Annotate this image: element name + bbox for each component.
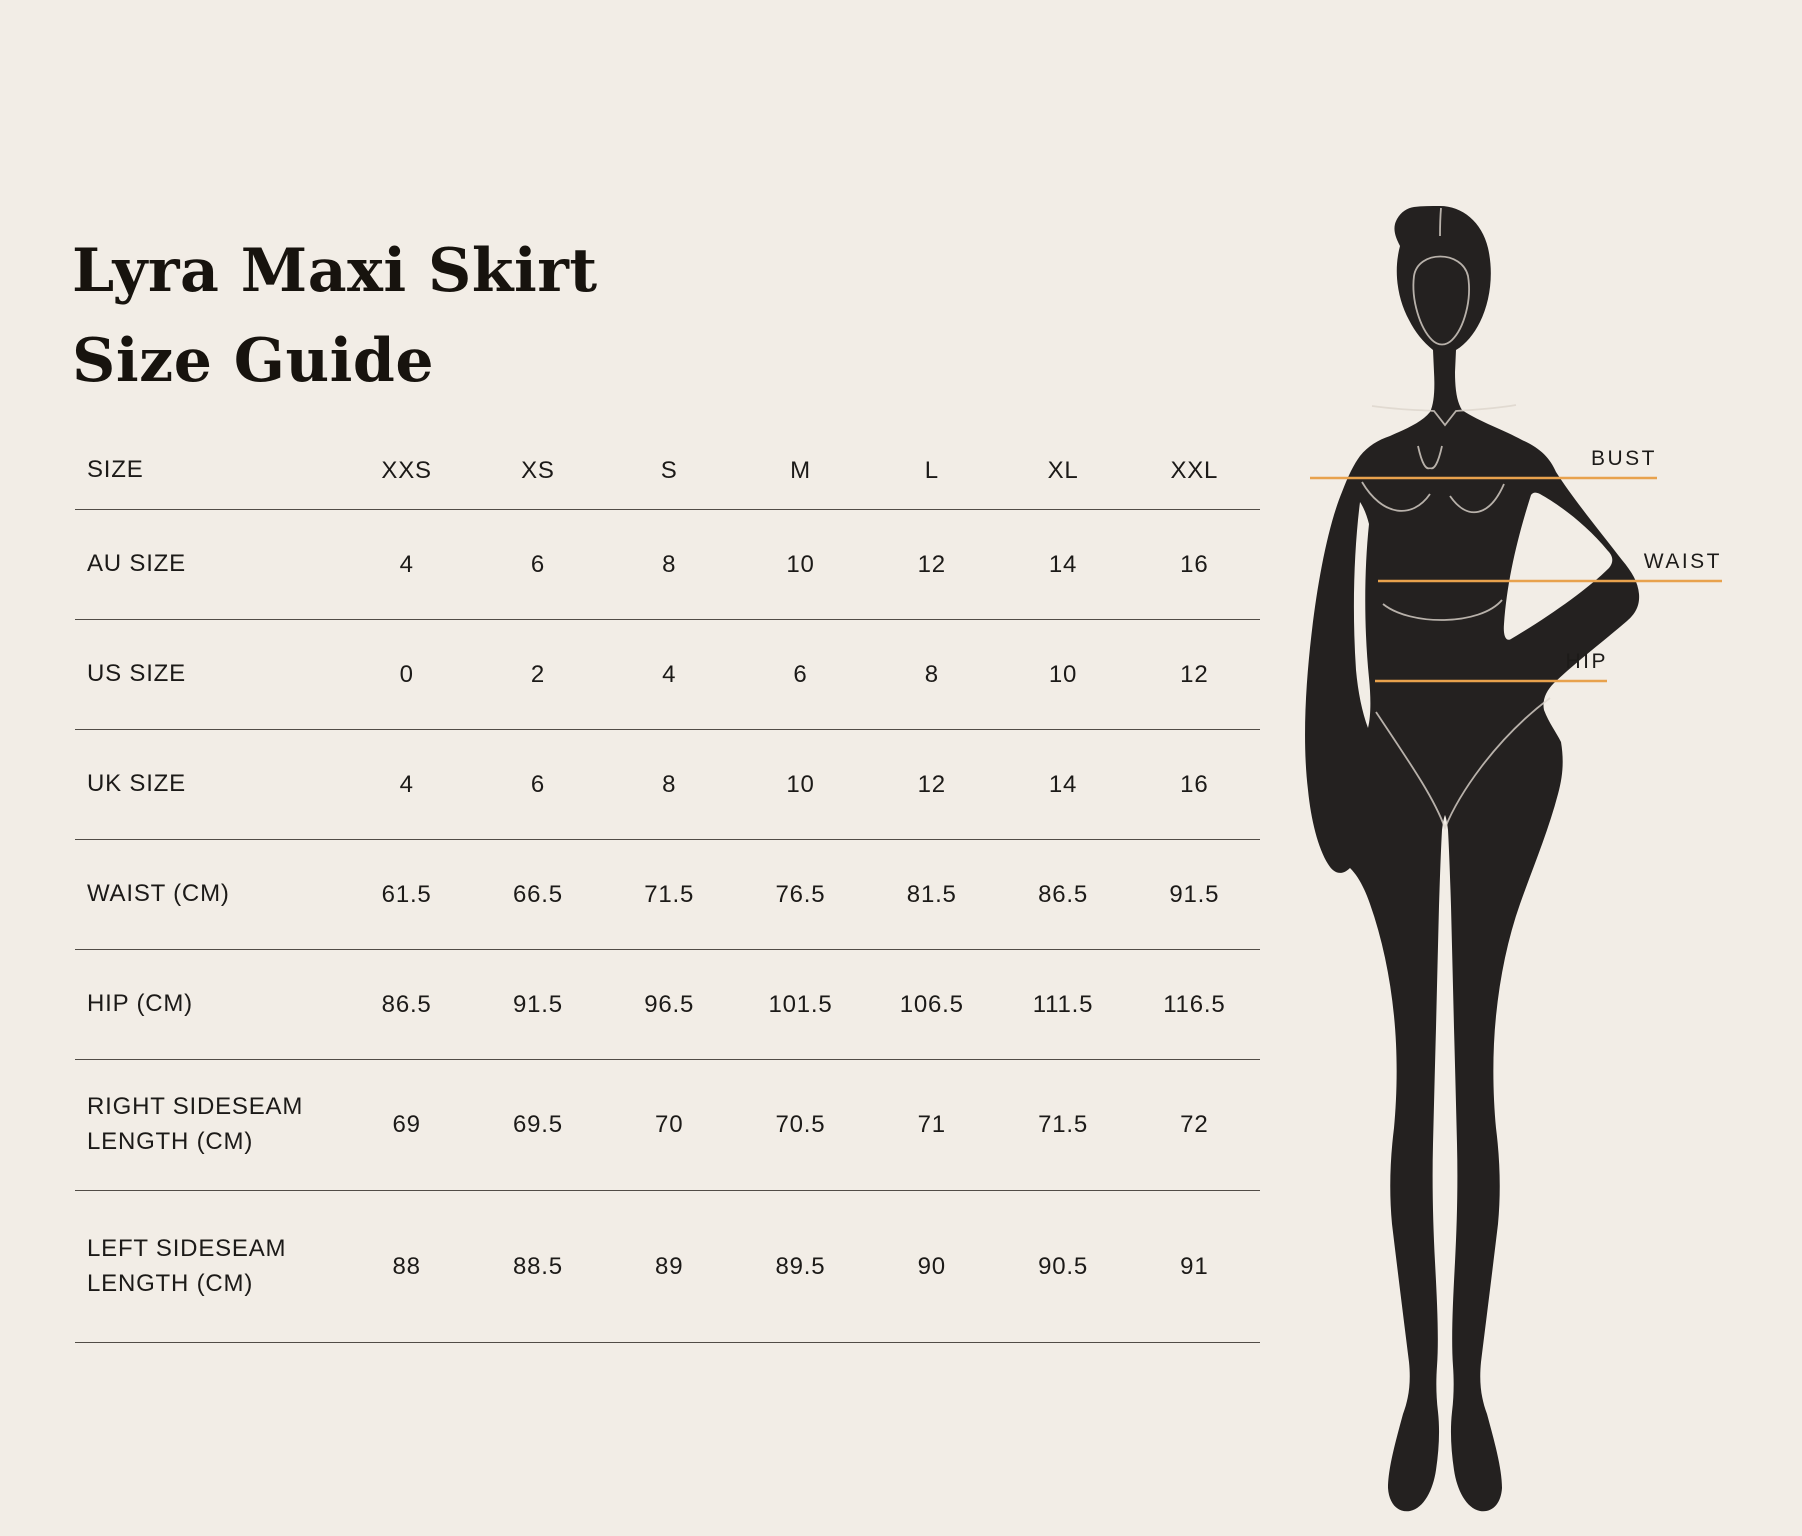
cell-value: 96.5 xyxy=(644,990,695,1018)
arm-torso-gap xyxy=(1503,492,1613,640)
cell-value: 8 xyxy=(662,770,677,798)
cell-value: 6 xyxy=(793,660,808,688)
cell-value: 90.5 xyxy=(1038,1252,1088,1280)
cell-value: 71.5 xyxy=(644,880,695,908)
row-label: RIGHT SIDESEAM LENGTH (CM) xyxy=(87,1093,304,1155)
face-outline xyxy=(1412,255,1470,346)
column-header: XL xyxy=(1047,456,1079,484)
row-label: WAIST (CM) xyxy=(87,880,230,908)
cell-value: 91 xyxy=(1180,1252,1209,1280)
cell-value: 10 xyxy=(786,550,815,578)
cell-value: 91.5 xyxy=(512,990,563,1018)
row-label: HIP (CM) xyxy=(87,990,193,1018)
cell-value: 89.5 xyxy=(775,1252,826,1280)
cell-value: 88.5 xyxy=(512,1252,563,1280)
column-header: L xyxy=(924,456,939,484)
cell-value: 6 xyxy=(530,550,545,578)
cell-value: 89 xyxy=(655,1252,684,1280)
cell-value: 12 xyxy=(1180,660,1209,688)
column-header: XS xyxy=(521,456,555,484)
row-label: LEFT SIDESEAM LENGTH (CM) xyxy=(87,1234,287,1297)
cell-value: 76.5 xyxy=(775,880,826,908)
cell-value: 70.5 xyxy=(775,1111,826,1138)
cell-value: 4 xyxy=(399,770,414,798)
cell-value: 12 xyxy=(917,770,946,798)
column-header: S xyxy=(660,456,678,484)
cell-value: 61.5 xyxy=(381,880,432,908)
page-title: Lyra Maxi Skirt Size Guide xyxy=(72,226,598,406)
cell-value: 86.5 xyxy=(381,990,432,1018)
bust-curve-right xyxy=(1449,483,1505,514)
cell-value: 71.5 xyxy=(1038,1111,1088,1138)
table-row-hip: HIP (CM) 86.5 91.5 96.5 101.5 106.5 111.… xyxy=(75,950,1260,1060)
cell-value: 8 xyxy=(924,660,939,688)
table-row-waist: WAIST (CM) 61.5 66.5 71.5 76.5 81.5 86.5… xyxy=(75,840,1260,950)
sketch-lines xyxy=(1361,207,1551,831)
cell-value: 81.5 xyxy=(906,880,957,908)
cell-value: 91.5 xyxy=(1169,880,1220,908)
panty-line xyxy=(1375,697,1551,831)
hair-part-line xyxy=(1439,207,1442,237)
cell-value: 71 xyxy=(917,1111,946,1138)
column-header: XXL xyxy=(1170,456,1219,484)
cell-value: 101.5 xyxy=(768,990,833,1018)
female-silhouette xyxy=(1305,206,1640,1512)
cell-value: 6 xyxy=(530,770,545,798)
cell-value: 69.5 xyxy=(512,1111,563,1138)
cell-value: 66.5 xyxy=(512,880,563,908)
table-row-us-size: US SIZE 0 2 4 6 8 10 12 xyxy=(75,620,1260,730)
cell-value: 16 xyxy=(1180,770,1209,798)
cell-value: 14 xyxy=(1048,770,1078,798)
page-title-line2: Size Guide xyxy=(72,326,435,396)
cell-value: 14 xyxy=(1048,550,1078,578)
cell-value: 2 xyxy=(530,660,545,688)
table-row-uk-size: UK SIZE 4 6 8 10 12 14 16 xyxy=(75,730,1260,840)
left-arm-gap xyxy=(1353,502,1371,728)
row-label: UK SIZE xyxy=(87,770,186,798)
cell-value: 111.5 xyxy=(1032,990,1094,1018)
hip-label: HIP xyxy=(1565,650,1608,673)
cell-value: 106.5 xyxy=(899,990,964,1018)
cell-value: 116.5 xyxy=(1163,990,1226,1018)
cell-value: 72 xyxy=(1180,1111,1209,1138)
cleavage-line xyxy=(1417,445,1443,470)
column-header: XXS xyxy=(381,456,432,484)
table-row-right-sideseam: RIGHT SIDESEAM LENGTH (CM) 69 69.5 70 70… xyxy=(75,1060,1260,1191)
cell-value: 0 xyxy=(399,660,414,688)
table-header-row: SIZE XXS XS S M L XL XXL xyxy=(75,432,1260,510)
body-measurement-figure: BUST WAIST HIP xyxy=(1305,206,1722,1512)
row-label: US SIZE xyxy=(87,660,186,688)
cell-value: 70 xyxy=(655,1111,684,1138)
row-label: AU SIZE xyxy=(87,550,186,578)
measurement-lines xyxy=(1310,476,1722,683)
page-title-line1: Lyra Maxi Skirt xyxy=(72,236,598,306)
bust-label: BUST xyxy=(1591,447,1657,470)
cell-value: 10 xyxy=(786,770,815,798)
bust-curve-left xyxy=(1361,481,1431,512)
cell-value: 16 xyxy=(1180,550,1209,578)
table-row-au-size: AU SIZE 4 6 8 10 12 14 16 xyxy=(75,510,1260,620)
waist-curve xyxy=(1382,599,1503,621)
cell-value: 90 xyxy=(917,1252,946,1280)
cell-value: 88 xyxy=(392,1252,421,1280)
cell-value: 4 xyxy=(662,660,677,688)
column-header: M xyxy=(790,456,811,484)
cell-value: 10 xyxy=(1048,660,1078,688)
cell-value: 69 xyxy=(392,1111,421,1138)
table-row-left-sideseam: LEFT SIDESEAM LENGTH (CM) 88 88.5 89 89.… xyxy=(75,1191,1260,1343)
collarbone-line xyxy=(1371,404,1517,427)
cell-value: 86.5 xyxy=(1038,880,1088,908)
waist-label: WAIST xyxy=(1644,550,1722,573)
cell-value: 12 xyxy=(917,550,946,578)
cell-value: 4 xyxy=(399,550,414,578)
column-header-size: SIZE xyxy=(87,456,144,484)
size-table: SIZE XXS XS S M L XL XXL AU SIZE 4 6 8 1… xyxy=(75,432,1260,1343)
cell-value: 8 xyxy=(662,550,677,578)
